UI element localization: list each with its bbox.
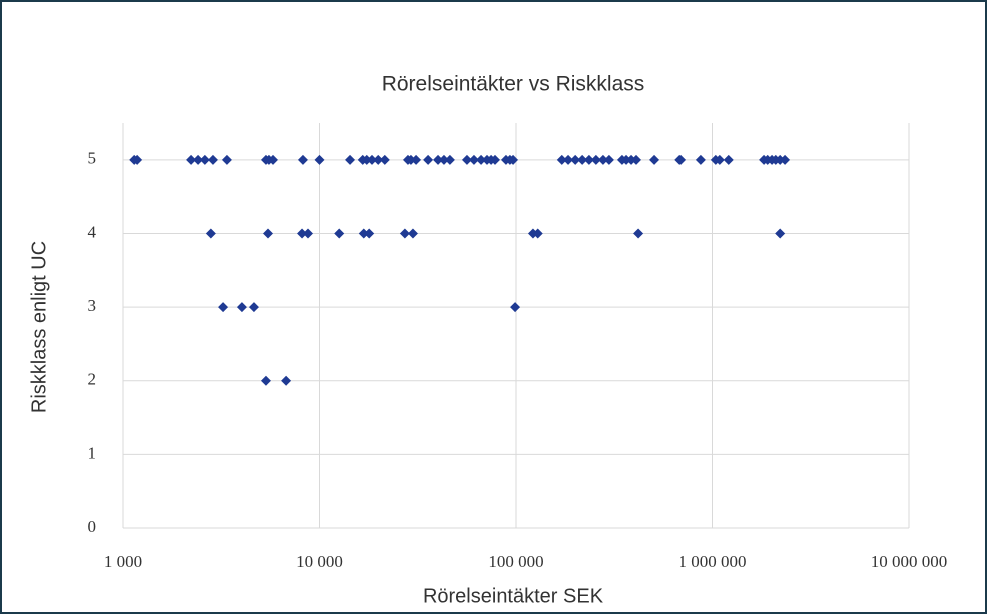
x-tick-label: 10 000 <box>296 552 343 571</box>
y-tick-label: 4 <box>88 222 97 241</box>
point <box>193 154 204 165</box>
point <box>476 154 487 165</box>
point <box>334 228 345 239</box>
point <box>236 302 247 313</box>
point <box>633 228 644 239</box>
point <box>218 302 229 313</box>
point <box>405 154 416 165</box>
point <box>199 154 210 165</box>
point <box>361 154 372 165</box>
point <box>221 154 232 165</box>
y-tick-label: 3 <box>88 296 97 315</box>
point <box>438 154 449 165</box>
point <box>775 228 786 239</box>
point <box>590 154 601 165</box>
point <box>260 375 271 386</box>
point <box>444 154 455 165</box>
y-axis-title: Riskklass enligt UC <box>28 241 50 413</box>
point <box>433 154 444 165</box>
point <box>570 154 581 165</box>
point <box>468 154 479 165</box>
x-axis-title: Rörelseintäkter SEK <box>423 585 604 607</box>
y-tick-label: 1 <box>88 443 97 462</box>
point <box>510 302 521 313</box>
point <box>248 302 259 313</box>
point <box>508 154 519 165</box>
point <box>423 154 434 165</box>
point <box>297 154 308 165</box>
point <box>630 154 641 165</box>
point <box>780 154 791 165</box>
point <box>263 228 274 239</box>
point <box>399 228 410 239</box>
point <box>723 154 734 165</box>
point <box>314 154 325 165</box>
point <box>207 154 218 165</box>
point <box>411 154 422 165</box>
chart-title: Rörelseintäkter vs Riskklass <box>382 73 645 96</box>
point <box>597 154 608 165</box>
point <box>676 154 687 165</box>
x-tick-label: 100 000 <box>488 552 543 571</box>
point <box>358 228 369 239</box>
point <box>303 228 314 239</box>
point <box>556 154 567 165</box>
point <box>649 154 660 165</box>
point <box>379 154 390 165</box>
y-tick-label: 0 <box>88 517 97 536</box>
point <box>364 228 375 239</box>
x-tick-label: 1 000 000 <box>679 552 747 571</box>
point <box>563 154 574 165</box>
point <box>714 154 725 165</box>
point <box>345 154 356 165</box>
point <box>461 154 472 165</box>
point <box>205 228 216 239</box>
point <box>297 228 308 239</box>
point <box>621 154 632 165</box>
point <box>577 154 588 165</box>
point <box>490 154 501 165</box>
point <box>583 154 594 165</box>
point <box>366 154 377 165</box>
y-tick-label: 2 <box>88 370 97 389</box>
point <box>373 154 384 165</box>
point <box>186 154 197 165</box>
point <box>532 228 543 239</box>
x-tick-label: 10 000 000 <box>871 552 948 571</box>
x-tick-label: 1 000 <box>104 552 142 571</box>
y-tick-label: 5 <box>88 149 97 168</box>
point <box>407 228 418 239</box>
point <box>132 154 143 165</box>
point <box>281 375 292 386</box>
point <box>603 154 614 165</box>
point <box>695 154 706 165</box>
point <box>268 154 279 165</box>
